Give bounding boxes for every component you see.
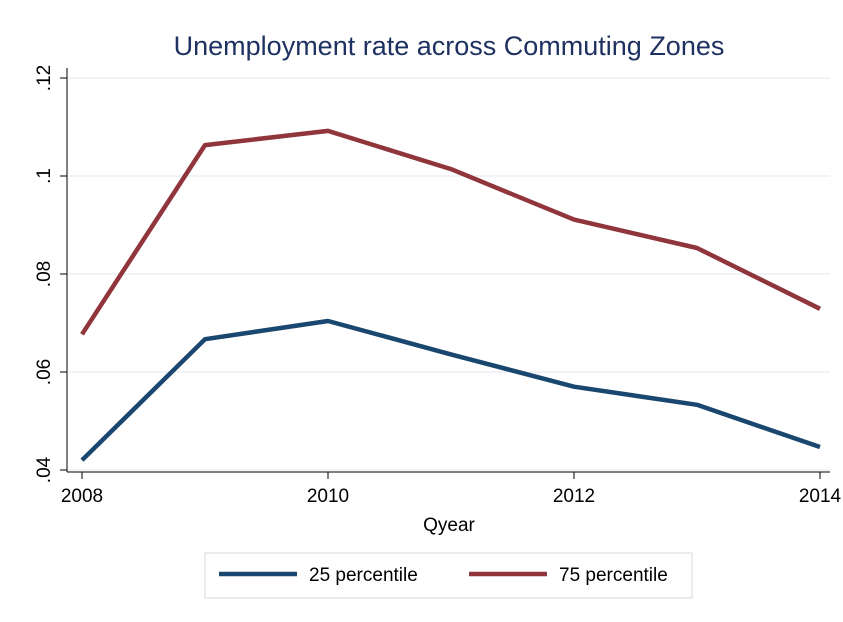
x-tick-label: 2014 <box>799 486 842 507</box>
x-tick-label: 2010 <box>307 486 349 507</box>
chart-title: Unemployment rate across Commuting Zones <box>174 31 725 61</box>
x-tick-label: 2008 <box>61 486 103 507</box>
y-tick-label: .1 <box>34 168 55 184</box>
gridlines <box>68 77 830 471</box>
x-axis-ticks: 2008 2010 2012 2014 <box>61 472 842 507</box>
legend-label-25-percentile: 25 percentile <box>309 565 418 586</box>
series-lines <box>80 128 821 462</box>
x-axis-label: Qyear <box>423 515 475 536</box>
series-line-25-percentile <box>80 318 821 462</box>
y-tick-label: .08 <box>34 261 55 287</box>
y-tick-label: .04 <box>34 456 55 483</box>
x-tick-label: 2012 <box>553 486 595 507</box>
legend-label-75-percentile: 75 percentile <box>559 565 668 586</box>
legend: 25 percentile 75 percentile <box>204 552 693 599</box>
y-tick-label: .06 <box>34 359 55 385</box>
y-tick-label: .12 <box>34 65 55 91</box>
series-line-75-percentile <box>80 128 821 336</box>
y-axis-ticks: .04 .06 .08 .1 .12 <box>34 65 67 483</box>
